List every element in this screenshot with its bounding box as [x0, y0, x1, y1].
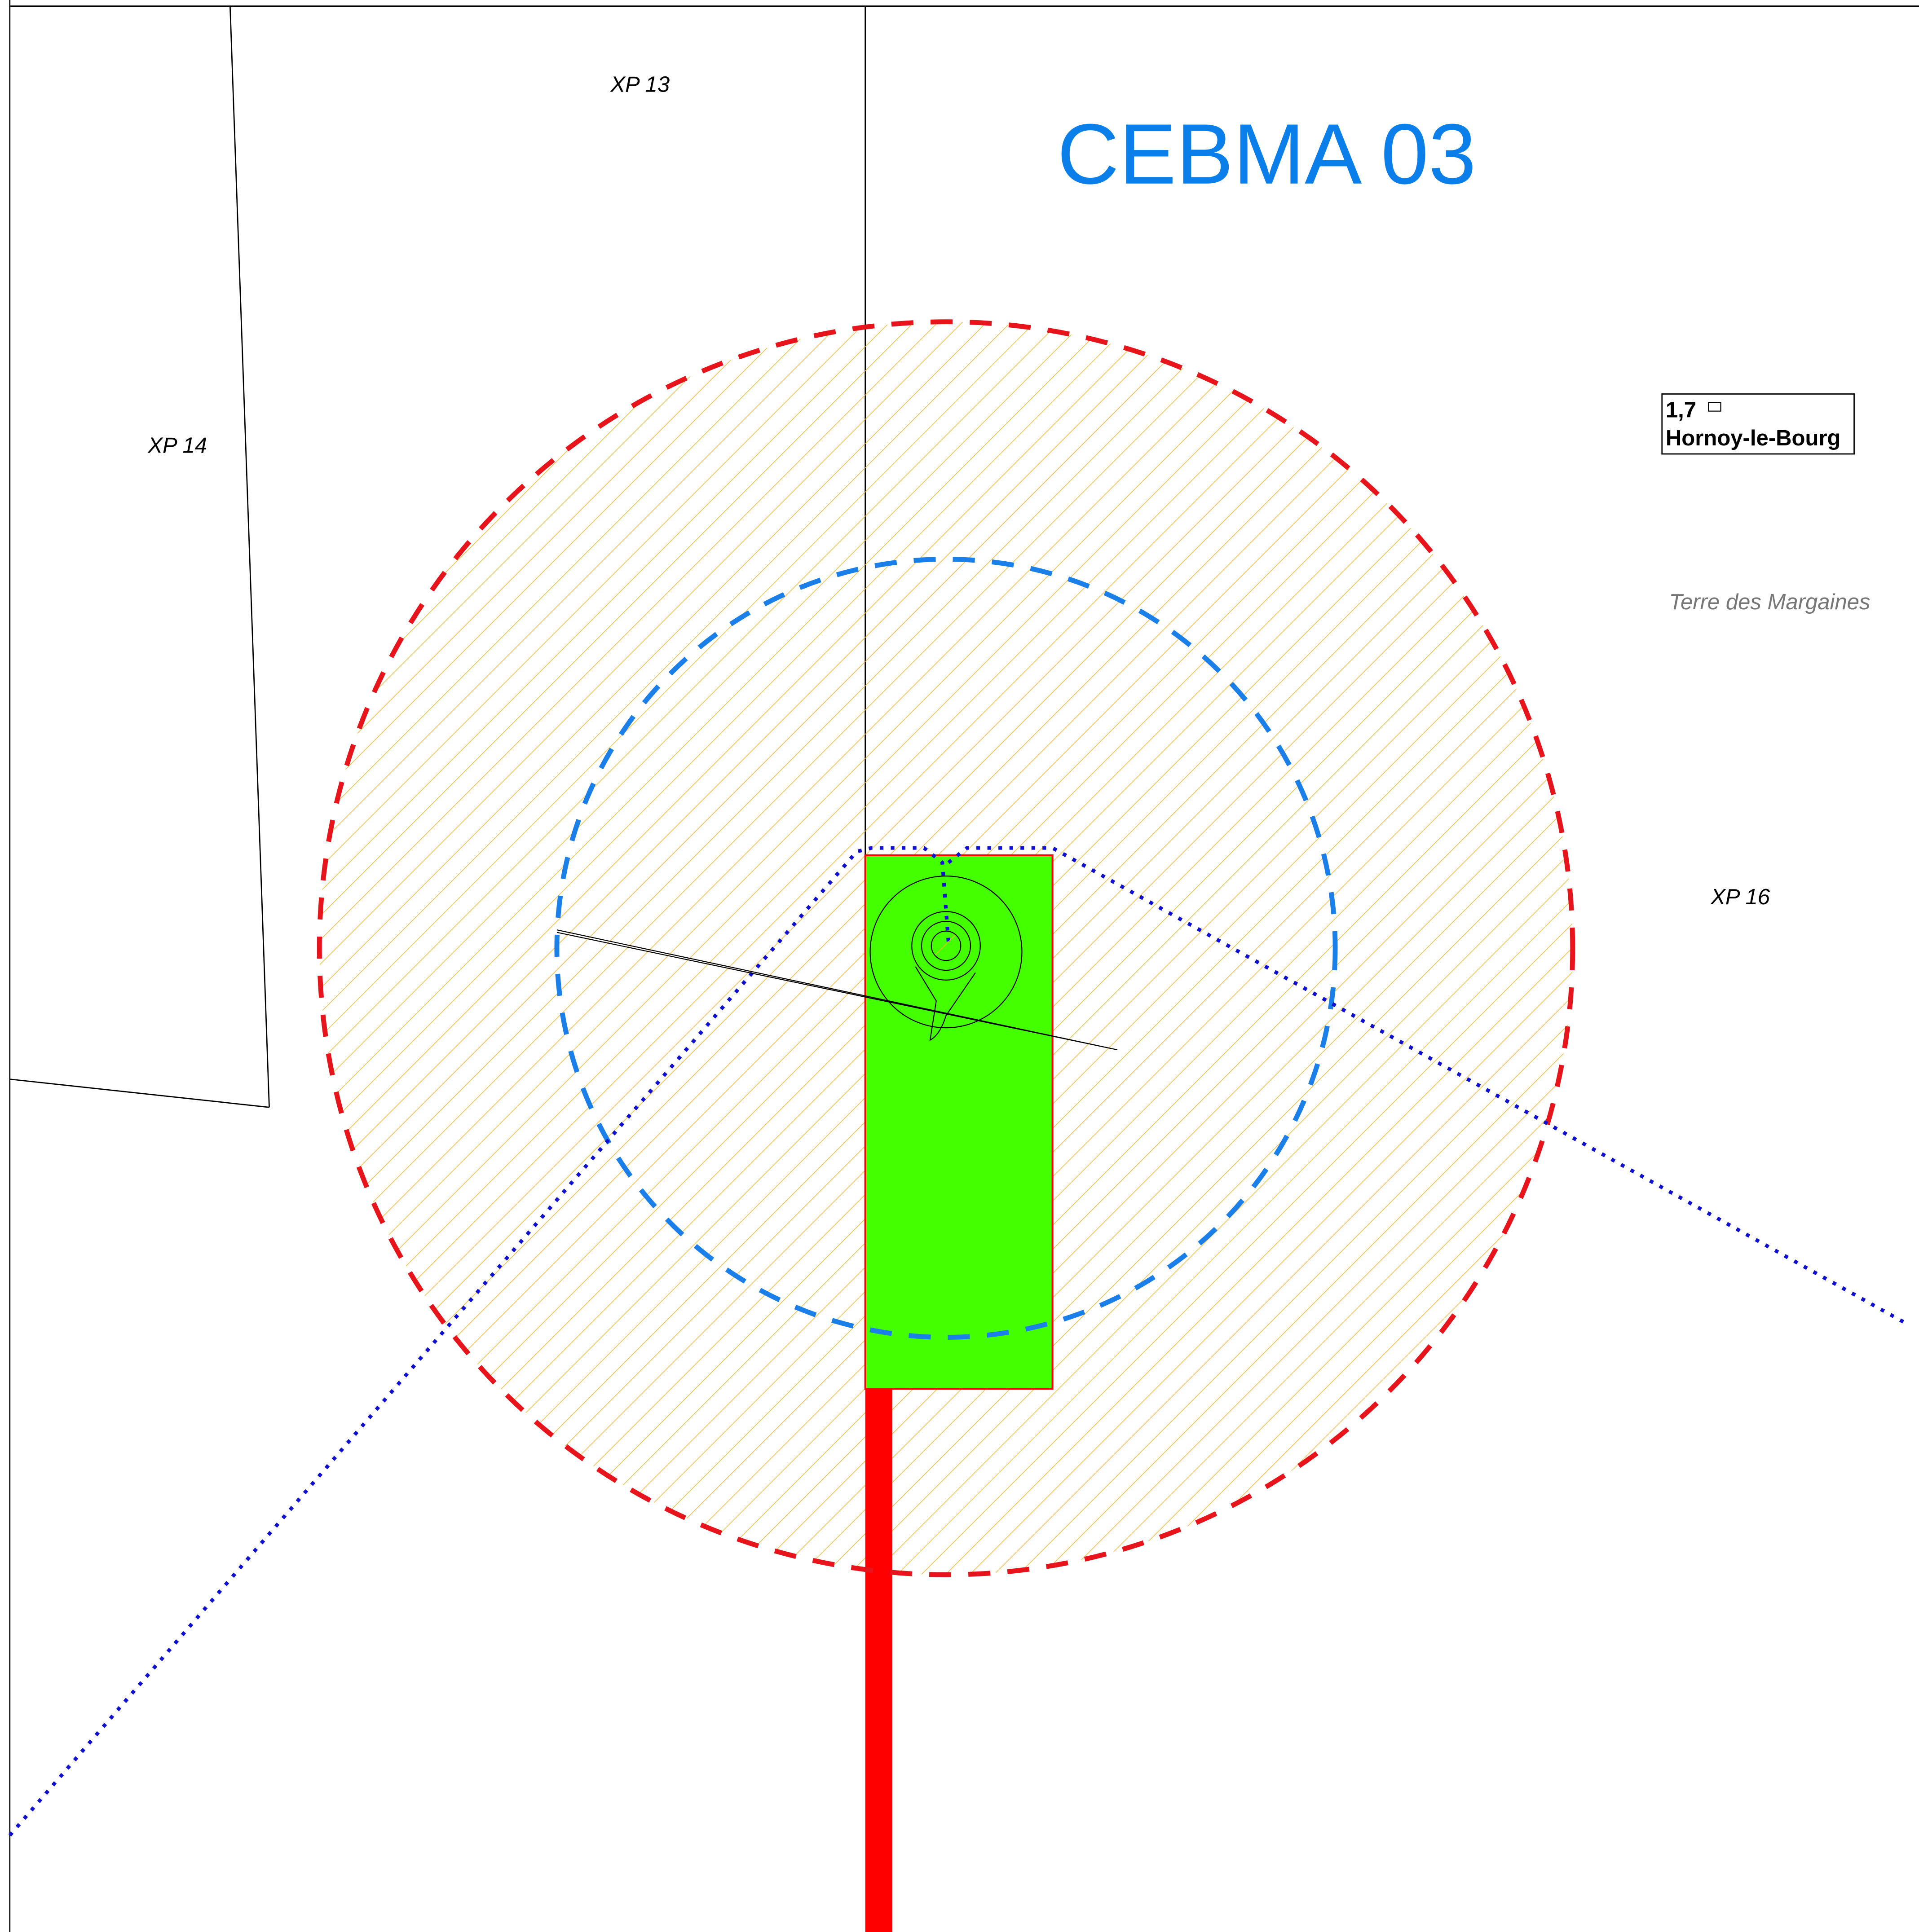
dotted-line	[8, 846, 951, 1837]
label-place: Hornoy-le-Bourg	[1666, 426, 1841, 450]
outer-circle	[317, 319, 1575, 1577]
dotted-line	[947, 846, 1910, 1327]
locality: Terre des Margaines	[1669, 590, 1870, 614]
turbine	[556, 876, 1118, 1051]
label-value: 1,7	[1666, 398, 1696, 422]
parcel-label: XP 13	[610, 72, 670, 97]
label-box	[1661, 393, 1855, 455]
icon	[1708, 402, 1721, 412]
parcel-label: XP 14	[147, 433, 207, 458]
road	[865, 1389, 892, 1932]
title: CEBMA 03	[1057, 106, 1476, 202]
inner-circle	[554, 556, 1338, 1340]
platform	[864, 854, 1054, 1390]
parcel-label: XP 16	[1710, 885, 1770, 909]
